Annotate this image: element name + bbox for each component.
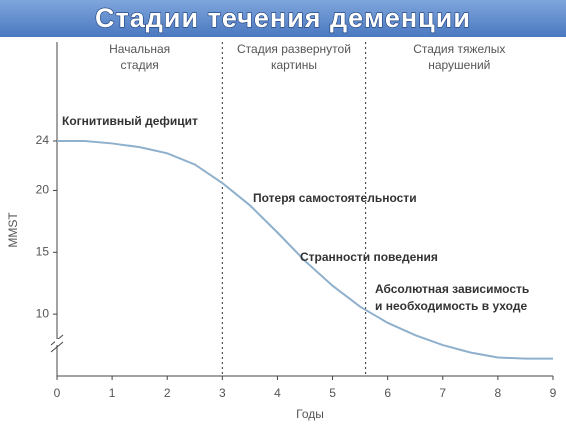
y-tick-label: 24	[36, 133, 50, 147]
annotation: и необходимость в уходе	[375, 299, 527, 313]
annotation: Абсолютная зависимость	[375, 282, 529, 296]
data-line	[57, 139, 553, 360]
y-tick-label: 10	[36, 306, 50, 320]
y-axis-label: MMST	[6, 212, 20, 248]
title-banner	[0, 0, 566, 37]
x-tick-label: 2	[164, 386, 171, 400]
annotation: Когнитивный дефицит	[62, 114, 198, 128]
x-tick-label: 3	[219, 386, 226, 400]
x-tick-label: 5	[329, 386, 336, 400]
y-tick-label: 15	[36, 244, 50, 258]
x-tick-label: 9	[550, 386, 557, 400]
axis-break	[50, 341, 64, 353]
x-tick-label: 0	[54, 386, 61, 400]
stage-label: Начальная	[109, 42, 170, 56]
x-tick-label: 6	[384, 386, 391, 400]
x-tick-label: 4	[274, 386, 281, 400]
annotation: Странности поведения	[300, 250, 438, 264]
stage-label: Стадия тяжелых	[413, 42, 505, 56]
stage-label: картины	[271, 58, 317, 72]
x-tick-label: 1	[109, 386, 116, 400]
y-tick-label: 20	[36, 183, 50, 197]
chart-title: Стадии течения деменции	[95, 3, 471, 33]
x-tick-label: 8	[495, 386, 502, 400]
x-axis-label: Годы	[296, 407, 324, 421]
annotation: Потеря самостоятельности	[253, 191, 417, 205]
stage-label: стадия	[121, 58, 159, 72]
x-tick-label: 7	[439, 386, 446, 400]
axis-break-gap	[55, 339, 59, 345]
stage-label: Стадия развернутой	[237, 42, 351, 56]
stage-label: нарушений	[428, 58, 490, 72]
